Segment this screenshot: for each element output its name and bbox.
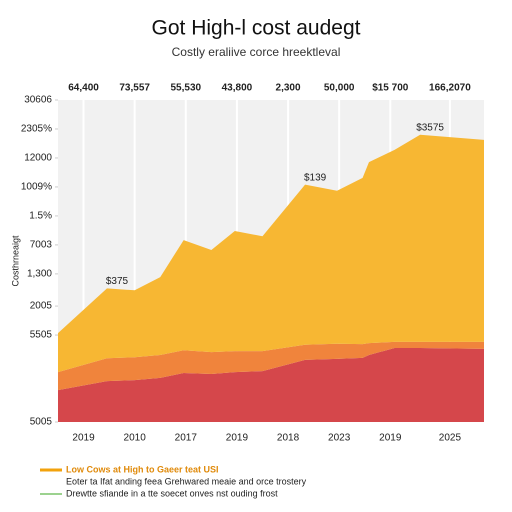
x-tick-label: 2019 bbox=[226, 433, 249, 444]
y-axis-label: Costhrneaigt bbox=[10, 235, 20, 287]
x-tick-label: 2019 bbox=[379, 433, 402, 444]
chart-title: Got High-l cost audegt bbox=[152, 17, 361, 40]
y-tick-label: 2005 bbox=[30, 301, 53, 312]
top-label: 64,400 bbox=[68, 83, 99, 94]
annotation: $375 bbox=[106, 276, 129, 287]
top-label: 50,000 bbox=[324, 83, 355, 94]
chart-subtitle: Costly eraliive corce hreektleval bbox=[172, 45, 341, 59]
top-label: 2,300 bbox=[276, 83, 301, 94]
top-label: 166,2070 bbox=[429, 83, 471, 94]
annotation: $3575 bbox=[416, 122, 444, 133]
top-label: 55,530 bbox=[171, 83, 202, 94]
legend-label: Eoter ta Ifat anding feea Grehwared meai… bbox=[66, 476, 307, 486]
area bbox=[58, 134, 484, 373]
top-label: $15 700 bbox=[372, 83, 409, 94]
x-tick-label: 2023 bbox=[328, 433, 351, 444]
y-tick-label: 5505 bbox=[30, 330, 53, 341]
top-label: 43,800 bbox=[222, 83, 253, 94]
legend-label: Low Cows at High to Gaeer teat USI bbox=[66, 464, 219, 474]
x-tick-label: 2010 bbox=[124, 433, 147, 444]
y-tick-label: 30606 bbox=[24, 95, 52, 106]
y-tick-label: 1.5% bbox=[29, 211, 52, 222]
x-tick-label: 2019 bbox=[72, 433, 95, 444]
x-tick-label: 2017 bbox=[175, 433, 198, 444]
x-tick-label: 2018 bbox=[277, 433, 300, 444]
y-tick-label: 2305% bbox=[21, 124, 52, 135]
y-tick-label: 5005 bbox=[30, 417, 53, 428]
legend-label: Drewtte sfiande in a tte soecet onves ns… bbox=[66, 488, 278, 498]
y-tick-label: 1,300 bbox=[27, 269, 52, 280]
y-tick-label: 12000 bbox=[24, 153, 52, 164]
y-tick-label: 7003 bbox=[30, 240, 53, 251]
annotation: $139 bbox=[304, 172, 327, 183]
y-tick-label: 1009% bbox=[21, 182, 52, 193]
area bbox=[58, 347, 484, 422]
area bbox=[58, 341, 484, 391]
x-tick-label: 2025 bbox=[439, 433, 462, 444]
top-label: 73,557 bbox=[119, 83, 150, 94]
